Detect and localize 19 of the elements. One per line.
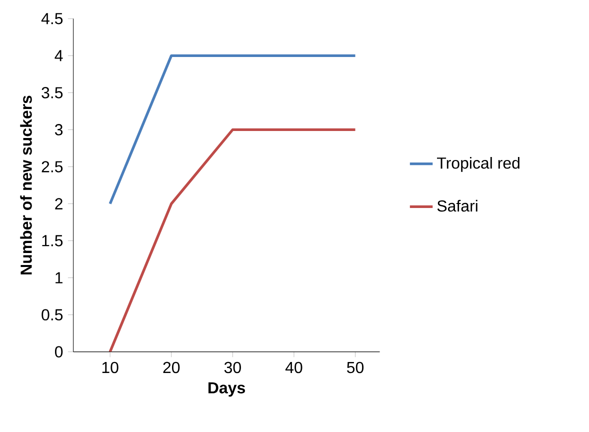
y-tick-label: 1: [56, 272, 62, 284]
legend-label: Tropical red: [437, 157, 520, 172]
x-tick-label: 10: [102, 362, 118, 374]
x-axis-title: Days: [208, 382, 245, 397]
x-tick-label: 30: [224, 362, 241, 374]
y-axis-title: Number of new suckers: [20, 96, 32, 274]
y-tick-label: 3: [54, 124, 63, 136]
x-tick-label: 50: [347, 362, 364, 374]
y-tick-label: 3.5: [42, 87, 63, 98]
y-tick-label: 1.5: [42, 235, 63, 246]
y-tick-label: 4: [54, 50, 63, 62]
y-tick-label: 2: [55, 198, 62, 210]
legend-label: Safari: [437, 200, 478, 212]
y-tick-label: 2.5: [42, 161, 63, 172]
y-tick-label: 0.5: [42, 309, 63, 321]
x-tick-label: 20: [163, 362, 180, 374]
y-tick-label: 4.5: [41, 13, 63, 24]
y-tick-label: 0: [54, 346, 63, 358]
x-tick-label: 40: [285, 362, 302, 374]
